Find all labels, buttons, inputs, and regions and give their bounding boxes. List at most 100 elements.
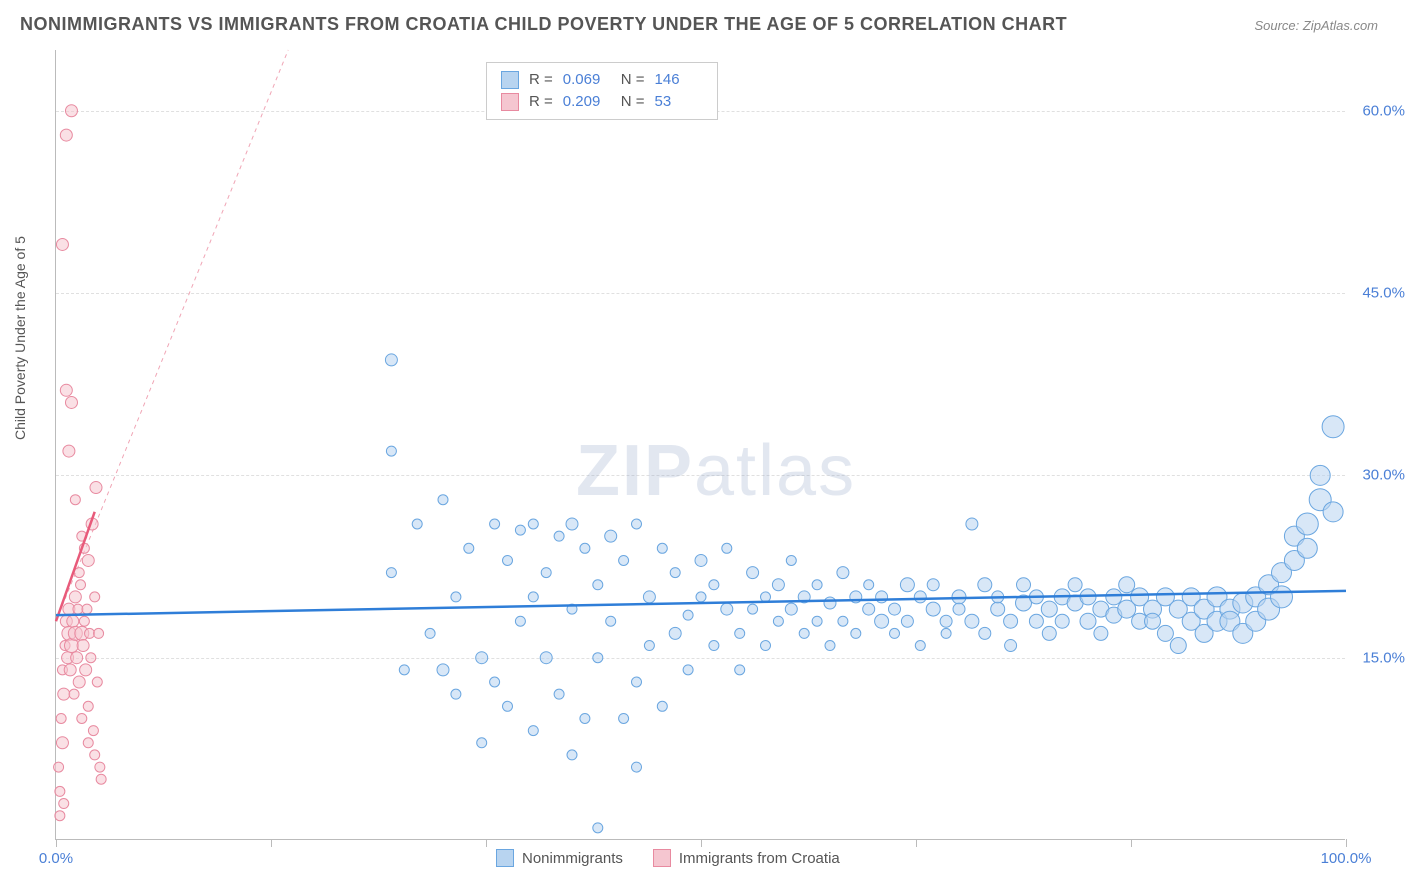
data-point [825,641,835,651]
legend-row-pink: R = 0.209 N = 53 [501,91,703,113]
data-point [70,495,80,505]
data-point [657,543,667,553]
data-point [554,531,564,541]
data-point [1271,586,1293,608]
data-point [451,689,461,699]
data-point [94,628,104,638]
data-point [1170,638,1186,654]
data-point [1094,626,1108,640]
data-point [528,726,538,736]
source-attribution: Source: ZipAtlas.com [1254,18,1378,33]
data-point [85,628,95,638]
data-point [1145,613,1161,629]
data-point [1068,578,1082,592]
data-point [966,518,978,530]
data-point [73,676,85,688]
data-point [88,726,98,736]
data-point [425,628,435,638]
data-point [1005,640,1017,652]
y-tick-label: 45.0% [1362,285,1405,302]
chart-area: 15.0%30.0%45.0%60.0% 0.0%100.0% ZIPatlas… [55,50,1345,840]
data-point [890,628,900,638]
data-point [437,664,449,676]
data-point [721,603,733,615]
data-point [593,823,603,833]
legend-row-blue: R = 0.069 N = 146 [501,69,703,91]
data-point [60,384,72,396]
data-point [77,640,89,652]
data-point [1296,513,1318,535]
data-point [63,445,75,457]
data-point [889,603,901,615]
data-point [1322,416,1344,438]
data-point [1004,614,1018,628]
data-point [644,641,654,651]
data-point [786,555,796,565]
data-point [80,664,92,676]
data-point [82,604,92,614]
data-point [566,518,578,530]
data-point [528,519,538,529]
data-point [1029,614,1043,628]
y-axis-label: Child Poverty Under the Age of 5 [12,236,28,440]
data-point [56,238,68,250]
data-point [761,592,771,602]
data-point [92,677,102,687]
x-tick [271,839,272,847]
data-point [95,762,105,772]
r-value: 0.069 [563,69,611,91]
data-point [503,555,513,565]
n-value: 146 [655,69,703,91]
data-point [412,519,422,529]
data-point [65,105,77,117]
data-point [1017,578,1031,592]
data-point [64,664,76,676]
data-point [67,615,79,627]
data-point [65,396,77,408]
data-point [83,738,93,748]
data-point [643,591,655,603]
data-point [619,555,629,565]
data-point [772,579,784,591]
data-point [941,628,951,638]
data-point [60,129,72,141]
data-point [991,602,1005,616]
data-point [606,616,616,626]
data-point [657,701,667,711]
data-point [59,799,69,809]
data-point [1310,465,1330,485]
data-point [851,628,861,638]
data-point [901,615,913,627]
data-point [476,652,488,664]
correlation-legend: R = 0.069 N = 146 R = 0.209 N = 53 [486,62,718,120]
data-point [1042,626,1056,640]
data-point [695,554,707,566]
series-legend: Nonimmigrants Immigrants from Croatia [496,849,840,867]
data-point [876,591,888,603]
data-point [1080,613,1096,629]
data-point [580,713,590,723]
n-label: N = [621,91,645,113]
data-point [90,482,102,494]
data-point [593,653,603,663]
data-point [632,677,642,687]
data-point [696,592,706,602]
data-point [83,701,93,711]
data-point [503,701,513,711]
data-point [593,580,603,590]
data-point [90,750,100,760]
data-point [451,592,461,602]
data-point [837,567,849,579]
data-point [386,568,396,578]
data-point [77,713,87,723]
data-point [540,652,552,664]
data-point [73,604,83,614]
r-label: R = [529,91,553,113]
x-tick [916,839,917,847]
data-point [54,762,64,772]
data-point [554,689,564,699]
data-point [709,580,719,590]
data-point [747,567,759,579]
data-point [69,689,79,699]
x-tick [701,839,702,847]
